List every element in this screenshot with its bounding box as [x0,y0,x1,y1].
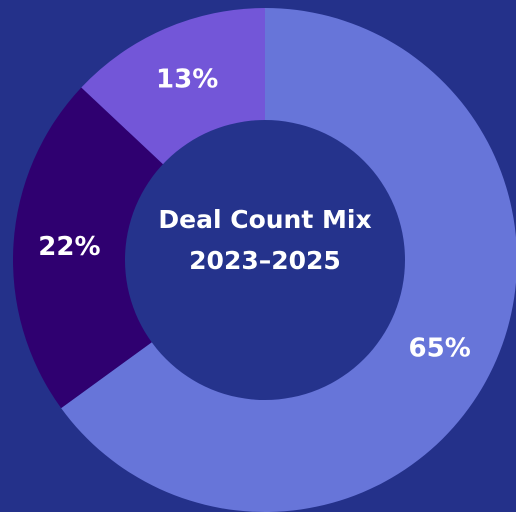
donut-hole [125,120,405,400]
chart-subtitle: 2023–2025 [189,246,341,275]
value-label: 65% [409,333,471,363]
value-label: 13% [156,65,218,95]
value-label: 22% [38,232,100,262]
chart-title: Deal Count Mix [158,205,371,234]
